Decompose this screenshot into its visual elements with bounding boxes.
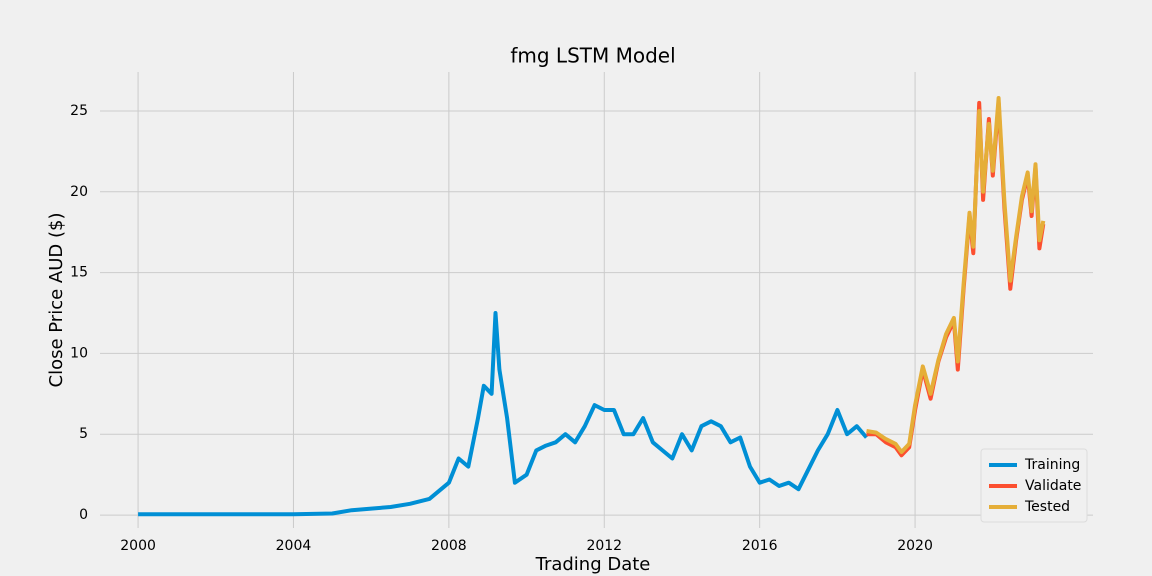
x-tick-label: 2020 (897, 538, 933, 554)
chart-title: fmg LSTM Model (510, 44, 675, 68)
line-series (138, 311, 869, 517)
x-tick-label: 2000 (120, 538, 156, 554)
y-tick-label: 10 (70, 345, 88, 361)
x-axis-label: Trading Date (535, 554, 651, 575)
line-series (866, 96, 1046, 454)
x-tick-label: 2008 (431, 538, 467, 554)
line-series (866, 100, 1046, 458)
y-tick-label: 5 (79, 426, 88, 442)
legend: Training Validate Tested (980, 448, 1088, 523)
x-tick-label: 2004 (276, 538, 312, 554)
legend-label: Training (1024, 457, 1080, 473)
y-tick-label: 15 (70, 265, 88, 281)
y-tick-label: 20 (70, 184, 88, 200)
legend-label: Tested (1024, 499, 1070, 515)
x-tick-label: 2016 (742, 538, 778, 554)
legend-label: Validate (1025, 478, 1081, 494)
y-tick-label: 25 (70, 103, 88, 119)
x-tick-label: 2012 (586, 538, 622, 554)
legend-box (980, 448, 1088, 523)
y-axis-label: Close Price AUD ($) (46, 213, 67, 388)
y-tick-label: 0 (79, 507, 88, 523)
